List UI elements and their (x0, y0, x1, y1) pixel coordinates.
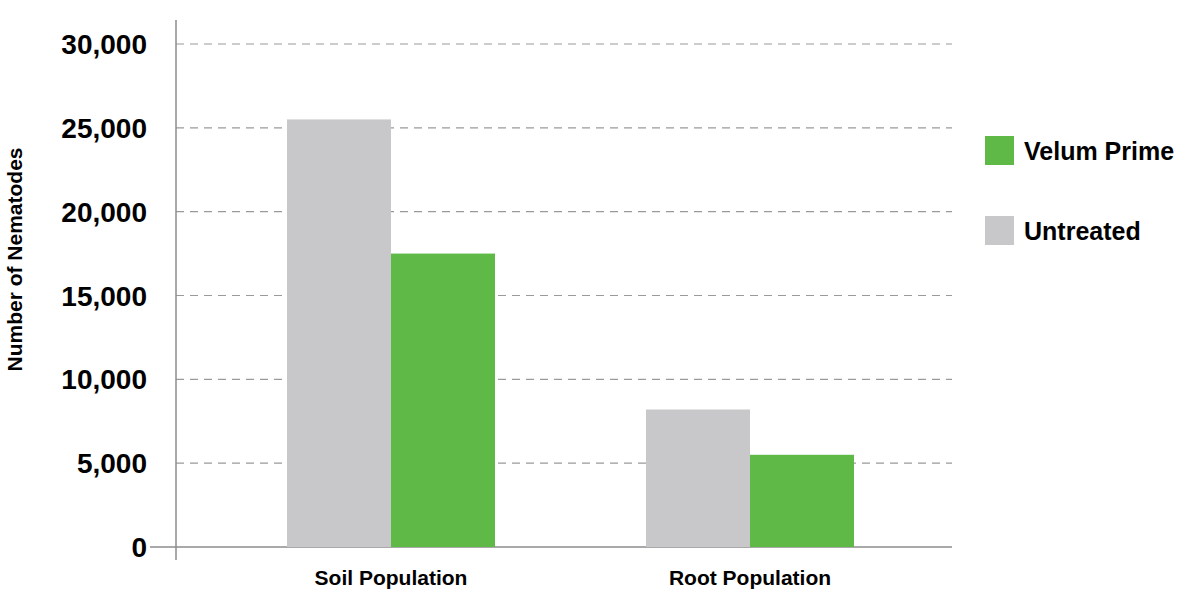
y-tick-label: 15,000 (61, 281, 147, 312)
y-axis-label: Number of Nematodes (3, 147, 26, 371)
x-tick-label: Soil Population (315, 566, 468, 589)
y-axis-line (175, 20, 177, 560)
bar (750, 455, 854, 547)
legend-swatch (985, 136, 1014, 165)
chart: 0 5,000 10,000 15,000 20,000 25,000 30,000 Numb… (0, 0, 1199, 599)
bar (391, 254, 495, 547)
legend-label: Velum Prime (1024, 137, 1174, 165)
x-tick-label: Root Population (669, 566, 831, 589)
y-tick-label: 30,000 (61, 29, 147, 60)
y-tick-label: 0 (131, 532, 147, 563)
bar (287, 119, 391, 547)
legend-swatch (985, 216, 1014, 245)
grid-line (176, 43, 952, 44)
y-tick-label: 20,000 (61, 197, 147, 228)
bar (646, 410, 750, 547)
y-tick-label: 25,000 (61, 113, 147, 144)
y-tick-label: 5,000 (77, 448, 147, 479)
y-tick-label: 10,000 (61, 364, 147, 395)
bars (287, 119, 854, 547)
legend-label: Untreated (1024, 217, 1141, 245)
